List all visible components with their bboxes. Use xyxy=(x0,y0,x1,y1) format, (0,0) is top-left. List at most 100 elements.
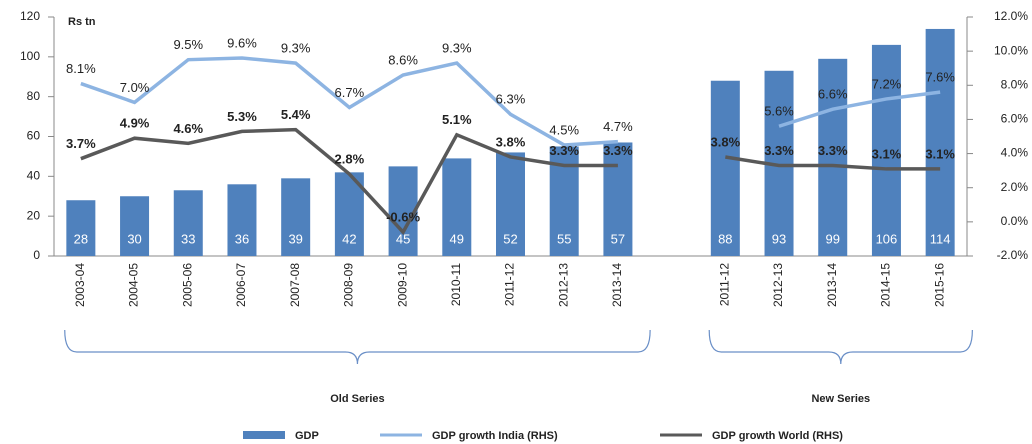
line-label: 9.3% xyxy=(281,41,311,56)
line-label: 9.6% xyxy=(227,35,257,50)
line-label: 5.1% xyxy=(442,112,472,127)
bar xyxy=(66,200,96,256)
bar xyxy=(120,196,150,256)
x-tick-label: 2003-04 xyxy=(73,263,87,307)
group-bracket xyxy=(64,329,651,365)
group-label: New Series xyxy=(811,393,870,405)
bar xyxy=(925,28,955,257)
x-tick-label: 2010-11 xyxy=(449,263,463,306)
line-label: 7.0% xyxy=(120,80,150,95)
line-label: 3.7% xyxy=(66,136,96,151)
y2-tick-label: 10.0% xyxy=(994,43,1028,57)
legend-label: GDP xyxy=(295,430,319,442)
x-tick-label: 2011-12 xyxy=(503,263,517,306)
line xyxy=(80,127,941,236)
y-tick-label: 20 xyxy=(27,208,41,222)
x-tick-label: 2005-06 xyxy=(180,263,194,307)
bar-label: 88 xyxy=(718,231,732,246)
line-label: 5.3% xyxy=(227,109,257,124)
y-tick-label: 40 xyxy=(27,169,41,183)
y-tick-label: 100 xyxy=(20,49,40,63)
x-tick-label: 2007-08 xyxy=(288,263,302,307)
bar-label: 28 xyxy=(74,231,88,246)
line-label: 6.7% xyxy=(335,85,365,100)
line-label: 4.5% xyxy=(549,122,579,137)
line xyxy=(80,56,941,147)
y2-tick-label: -2.0% xyxy=(997,248,1029,262)
legend-label: GDP growth India (RHS) xyxy=(432,430,558,442)
line-label: 8.1% xyxy=(66,61,96,76)
x-tick-label: 2012-13 xyxy=(771,263,785,307)
bar-label: 49 xyxy=(450,231,464,246)
x-tick-label: 2011-12 xyxy=(717,263,731,306)
bar xyxy=(871,44,901,257)
y-tick-label: 80 xyxy=(27,89,41,103)
bar xyxy=(603,142,633,256)
bar xyxy=(227,184,257,256)
line-label: 7.6% xyxy=(925,70,955,85)
line-label: 3.3% xyxy=(549,143,579,158)
y-tick-label: 0 xyxy=(33,248,40,262)
bar-label: 57 xyxy=(611,231,625,246)
bar-label: 33 xyxy=(181,231,195,246)
line-label: 2.8% xyxy=(335,151,365,166)
line-label: 3.3% xyxy=(818,143,848,158)
y2-tick-label: 0.0% xyxy=(1001,214,1029,228)
x-tick-label: 2013-14 xyxy=(825,263,839,307)
legend-label: GDP growth World (RHS) xyxy=(712,430,843,442)
bar xyxy=(173,190,203,256)
bar xyxy=(495,152,526,256)
line-label: 6.3% xyxy=(496,92,526,107)
line-label: 3.3% xyxy=(603,143,633,158)
y-tick-label: 120 xyxy=(20,9,40,23)
x-tick-label: 2009-10 xyxy=(395,263,409,307)
bar-label: 106 xyxy=(876,231,898,246)
x-tick-label: 2014-15 xyxy=(879,263,893,307)
group-bracket xyxy=(708,329,973,365)
x-tick-label: 2008-09 xyxy=(342,263,356,307)
bar-label: 114 xyxy=(930,231,951,246)
y2-tick-label: 8.0% xyxy=(1001,77,1029,91)
unit-label: Rs tn xyxy=(68,16,96,28)
bar-label: 99 xyxy=(826,231,840,246)
x-tick-label: 2015-16 xyxy=(932,263,946,307)
bar-label: 39 xyxy=(288,231,302,246)
line-label: 9.5% xyxy=(173,37,203,52)
line-label: 4.7% xyxy=(603,119,633,134)
bar xyxy=(281,178,311,256)
line-label: 6.6% xyxy=(818,87,848,102)
bar xyxy=(442,158,472,256)
y-tick-label: 60 xyxy=(27,129,41,143)
bar-label: 30 xyxy=(127,231,141,246)
x-tick-label: 2013-14 xyxy=(610,263,624,307)
line-label: 3.1% xyxy=(925,146,955,161)
bar-label: 52 xyxy=(503,231,517,246)
x-tick-label: 2012-13 xyxy=(556,263,570,307)
bar-label: 45 xyxy=(396,231,410,246)
line-label: 9.3% xyxy=(442,41,472,56)
legend-swatch xyxy=(243,431,285,439)
bar-label: 93 xyxy=(772,231,786,246)
y2-tick-label: 2.0% xyxy=(1001,180,1029,194)
x-tick-label: 2004-05 xyxy=(127,263,141,307)
y2-tick-label: 6.0% xyxy=(1001,112,1029,126)
line-label: 7.2% xyxy=(872,76,902,91)
line-label: 3.1% xyxy=(872,146,902,161)
line-label: -0.6% xyxy=(386,210,420,225)
line-label: 5.6% xyxy=(764,104,794,119)
bar-label: 55 xyxy=(557,231,571,246)
line-label: 4.9% xyxy=(120,116,150,131)
line-label: 8.6% xyxy=(388,52,418,67)
line-label: 4.6% xyxy=(173,121,203,136)
y2-tick-label: 4.0% xyxy=(1001,146,1029,160)
group-label: Old Series xyxy=(330,393,384,405)
line-label: 3.3% xyxy=(764,143,794,158)
x-tick-label: 2006-07 xyxy=(234,263,248,307)
line-label: 3.8% xyxy=(711,134,741,149)
bar xyxy=(710,80,740,256)
bar xyxy=(818,58,848,257)
bar-label: 36 xyxy=(235,231,249,246)
y2-tick-label: 12.0% xyxy=(994,9,1028,23)
line-label: 5.4% xyxy=(281,107,311,122)
